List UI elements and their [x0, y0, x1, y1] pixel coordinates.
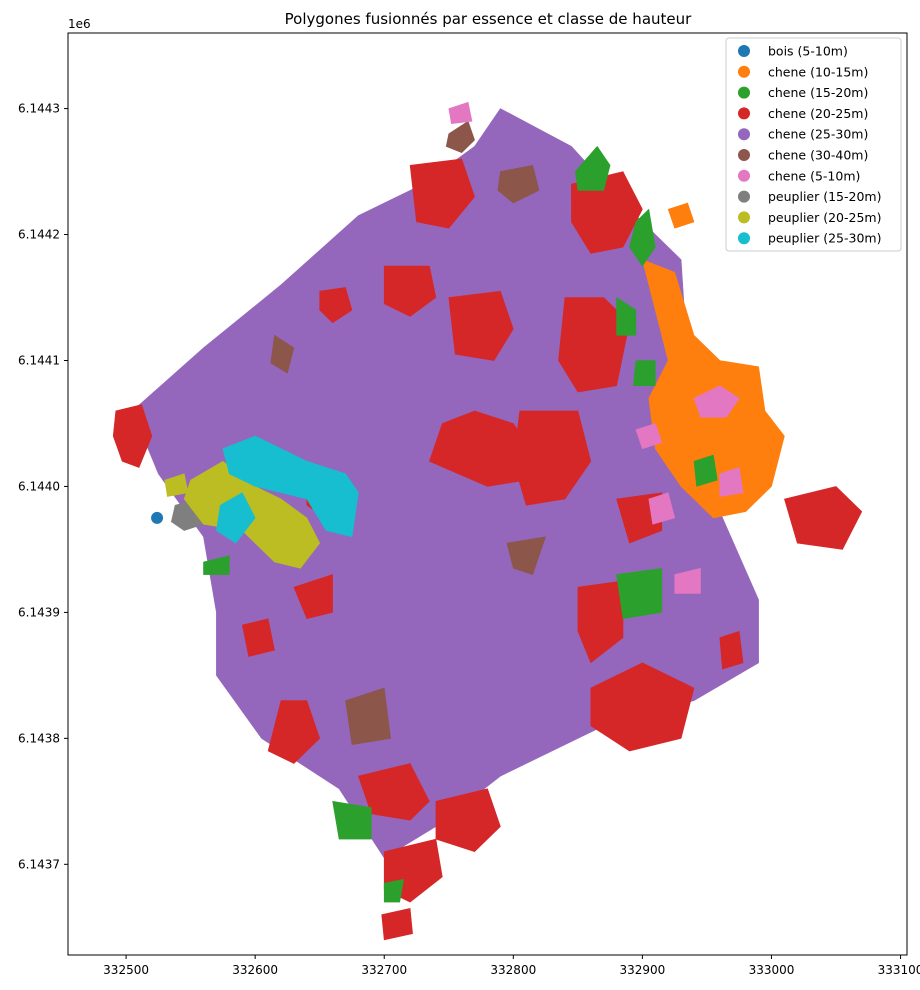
polygon-chene-20-25m	[435, 788, 501, 853]
polygon-chene-15-20m	[332, 800, 372, 840]
legend-entry: peuplier (20-25m)	[768, 210, 881, 225]
polygon-chene-30-40m	[445, 120, 475, 154]
polygon-chene-20-25m	[784, 486, 863, 550]
polygon-chene-15-20m	[616, 567, 663, 620]
legend-entry: chene (20-25m)	[768, 106, 868, 121]
x-tick-label: 332900	[619, 963, 665, 977]
legend-marker	[738, 128, 750, 141]
polygon-chene-20-25m	[409, 158, 475, 229]
polygon-chene-5-10m	[635, 423, 663, 450]
polygon-peuplier-20-25m	[164, 473, 189, 497]
polygon-chene-5-10m	[648, 492, 676, 525]
polygon-chene-30-40m	[506, 536, 547, 575]
polygon-chene-20-25m	[512, 410, 592, 506]
polygon-chene-15-20m	[633, 360, 656, 387]
polygon-chene-10-15m	[667, 202, 695, 229]
polygon-chene-20-25m	[241, 618, 275, 657]
legend-entry: chene (25-30m)	[768, 127, 868, 142]
y-tick-label: 6.1437	[18, 857, 60, 871]
legend-marker	[738, 149, 750, 161]
polygon-chene-20-25m	[112, 404, 153, 468]
polygon-chene-30-40m	[270, 334, 295, 374]
polygon-layer	[112, 101, 863, 941]
y-tick-label: 6.1440	[18, 479, 60, 493]
legend-marker	[738, 190, 750, 203]
y-tick-label: 6.1442	[18, 228, 60, 242]
polygon-chene-20-25m	[719, 630, 744, 670]
polygon-chene-5-10m	[719, 467, 744, 497]
x-tick-label: 333100	[878, 963, 920, 977]
y-tick-label: 6.1443	[18, 102, 60, 116]
polygon-chene-20-25m	[558, 297, 630, 393]
polygon-chene-20-25m	[319, 287, 353, 324]
polygon-chene-20-25m	[590, 662, 695, 752]
x-tick-label: 333000	[749, 963, 795, 977]
polygon-chene-15-20m	[203, 555, 230, 575]
x-axis: 332500 332600 332700 332800 332900 333000 3331…	[103, 955, 920, 977]
x-tick-label: 332600	[232, 963, 278, 977]
polygon-chene-20-25m	[293, 574, 333, 620]
y-tick-label: 6.1439	[18, 605, 60, 619]
polygon-chene-15-20m	[383, 879, 404, 903]
x-tick-label: 332700	[361, 963, 407, 977]
polygon-chene-20-25m	[267, 700, 321, 764]
legend-entry: chene (10-15m)	[768, 64, 868, 79]
polygon-chene-20-25m	[571, 171, 643, 254]
polygon-chene-15-20m	[616, 296, 637, 336]
polygon-peuplier-25-30m	[222, 435, 359, 538]
x-tick-label: 332800	[490, 963, 536, 977]
legend-marker	[738, 211, 750, 224]
y-offset-label: 1e6	[68, 17, 91, 31]
legend-entry: bois (5-10m)	[768, 44, 848, 59]
point-bois-5-10m	[151, 511, 164, 524]
legend-marker	[738, 232, 750, 245]
polygon-chene-15-20m	[693, 454, 718, 487]
chart-title: Polygones fusionnés par essence et class…	[285, 10, 692, 28]
polygon-chene-15-20m	[574, 145, 611, 191]
polygon-chene-15-20m	[629, 208, 656, 267]
polygon-peuplier-25-30m	[216, 492, 256, 544]
legend-entry: chene (30-40m)	[768, 148, 868, 163]
legend-marker	[738, 86, 750, 99]
legend-entry: chene (5-10m)	[768, 168, 860, 183]
y-tick-label: 6.1441	[18, 353, 60, 367]
legend: bois (5-10m) chene (10-15m) chene (15-20m)…	[725, 37, 902, 252]
polygon-chene-5-10m	[693, 385, 740, 418]
polygon-chene-5-10m	[674, 567, 701, 594]
legend-entry: peuplier (25-30m)	[768, 231, 881, 246]
polygon-chene-20-25m	[381, 908, 413, 941]
polygon-chene-30-40m	[497, 164, 540, 204]
x-tick-label: 332500	[103, 963, 149, 977]
y-tick-label: 6.1438	[18, 731, 60, 745]
legend-entry: chene (15-20m)	[768, 85, 868, 100]
legend-box	[725, 37, 902, 252]
polygon-chene-30-40m	[345, 687, 392, 746]
polygon-chene-20-25m	[448, 290, 514, 361]
y-axis: 6.1437 6.1438 6.1439 6.1440 6.1441 6.1442 6.14…	[18, 102, 68, 871]
point-layer	[151, 511, 164, 524]
polygon-chene-20-25m	[383, 265, 437, 317]
polygon-chene-5-10m	[448, 101, 473, 125]
plot-frame	[67, 32, 908, 956]
legend-marker	[738, 45, 750, 57]
legend-marker	[738, 65, 750, 78]
legend-marker	[738, 169, 750, 182]
polygon-chene-20-25m	[577, 580, 624, 664]
legend-marker	[738, 107, 750, 120]
legend-entry: peuplier (15-20m)	[768, 189, 881, 204]
